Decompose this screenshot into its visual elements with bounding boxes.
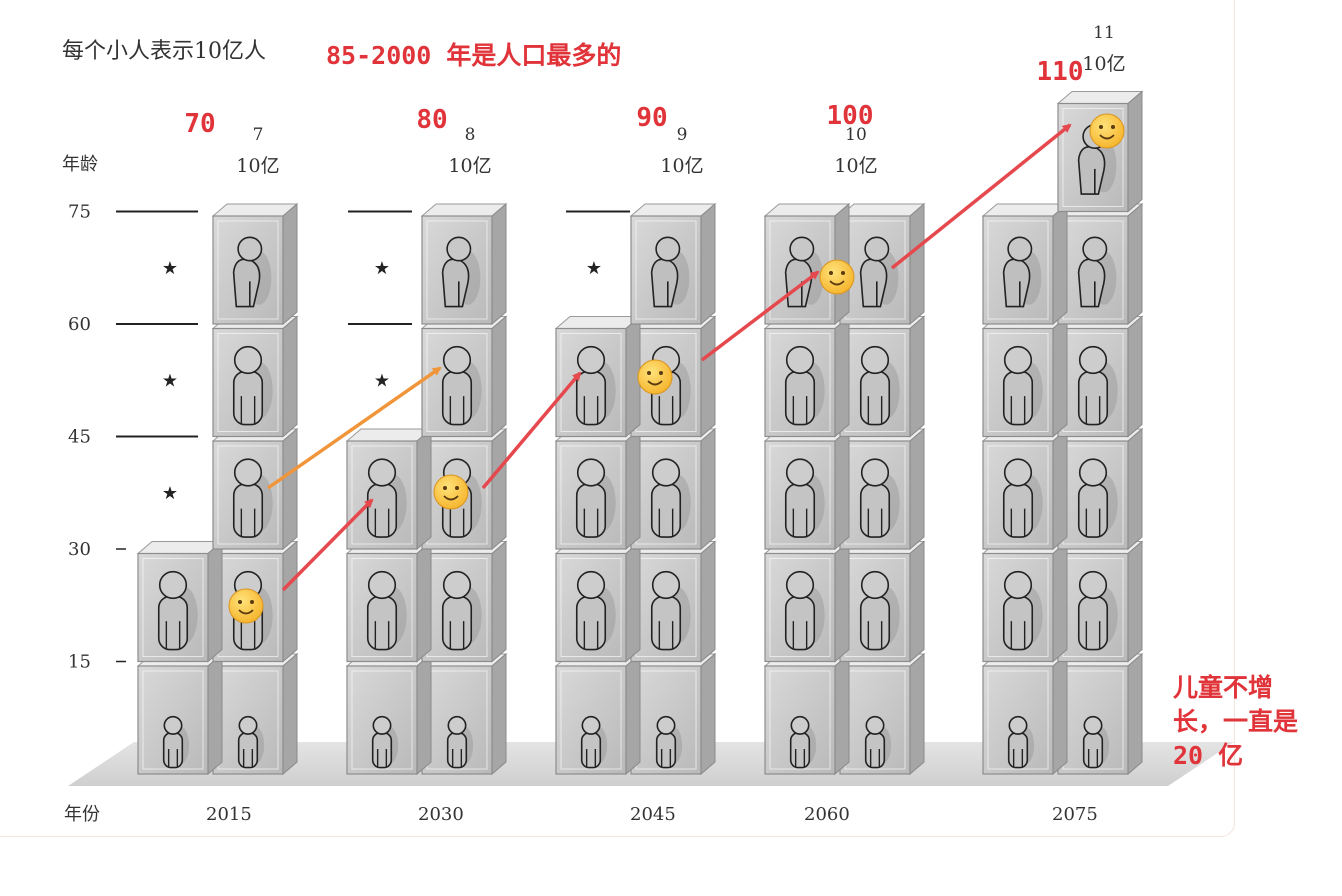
chart-panel: ★ ★ ★ ★ ★ ★ 每个小人表示10亿人 年龄 年份 2015 7 10亿 2030 8 10亿… [0,0,1298,837]
figure-box-2075-band5-0 [1056,90,1144,213]
figure-box-2075-band3-0 [1056,315,1144,438]
figure-box-2030-band2-1 [345,427,433,551]
figure-box-2045-band3-1 [554,315,642,438]
star-marker-2045: ★ [586,258,602,279]
total-unit-2030: 10亿 [448,155,491,177]
children-note-line-1: 长，一直是 [1173,707,1298,736]
year-label-2015: 2015 [206,804,252,825]
total-value-2030: 8 [465,125,476,145]
age-tick-75: 75 [68,202,91,223]
year-label-2045: 2045 [630,804,676,825]
figure-box-2015-band3-0 [211,315,299,438]
figure-box-2045-band4-0 [629,202,717,326]
star-marker-2015-a: ★ [162,483,178,504]
figure-box-2060-band1-0 [838,540,926,663]
figure-box-2030-band1-1 [345,540,433,663]
total-value-2060: 10 [845,125,867,145]
figure-box-2075-band2-1 [981,427,1069,551]
star-marker-2030-a: ★ [374,370,390,391]
figure-box-2075-band3-1 [981,315,1069,438]
age-note-80: 80 [416,105,447,135]
smiley-face-icon-0 [228,588,264,624]
smiley-face-icon-4 [1089,113,1125,149]
total-value-2015: 7 [253,125,264,145]
total-unit-2015: 10亿 [236,155,279,177]
year-label-2060: 2060 [804,804,850,825]
headline-annotation: 85-2000 年是人口最多的 [326,41,621,70]
figure-box-2045-band1-1 [554,540,642,663]
total-unit-2045: 10亿 [660,155,703,177]
total-unit-2075: 10亿 [1082,53,1125,75]
age-note-110: 110 [1037,57,1084,87]
total-unit-2060: 10亿 [834,155,877,177]
age-reference-lines: ★ ★ ★ ★ ★ ★ [116,210,630,663]
smiley-face-icon-3 [819,259,855,295]
figure-box-2060-band0-0 [838,652,926,776]
smiley-face-icon-1 [433,474,469,510]
star-marker-2015-c: ★ [162,258,178,279]
age-tick-30: 30 [68,539,91,560]
figure-box-2060-band0-1 [763,652,851,776]
x-axis-label: 年份 [64,804,100,825]
figure-box-2030-band0-0 [420,652,508,776]
figure-box-2015-band2-0 [211,427,299,551]
age-note-70: 70 [184,109,215,139]
figure-box-2030-band1-0 [420,540,508,663]
age-tick-60: 60 [68,314,91,335]
figure-box-2045-band0-0 [629,652,717,776]
figure-box-2015-band0-1 [136,652,224,776]
figure-box-2045-band0-1 [554,652,642,776]
year-label-2030: 2030 [418,804,464,825]
smiley-face-icon-2 [637,359,673,395]
figure-box-2075-band1-0 [1056,540,1144,663]
figure-box-2060-band2-0 [838,427,926,551]
age-tick-45: 45 [68,427,91,448]
figure-box-2075-band1-1 [981,540,1069,663]
chart-title: 每个小人表示10亿人 [62,39,266,64]
figure-box-2060-band1-1 [763,540,851,663]
figure-box-2045-band1-0 [629,540,717,663]
figure-box-2030-band3-0 [420,315,508,438]
figure-box-2030-band0-1 [345,652,433,776]
figure-box-2045-band2-1 [554,427,642,551]
figure-box-2060-band4-0 [838,202,926,326]
age-tick-15: 15 [68,652,91,673]
figure-box-2045-band2-0 [629,427,717,551]
star-marker-2030-b: ★ [374,258,390,279]
age-note-100: 100 [827,101,874,131]
figure-box-2075-band0-1 [981,652,1069,776]
figure-box-2060-band3-1 [763,315,851,438]
figure-box-2075-band2-0 [1056,427,1144,551]
age-shift-arrow-3 [890,123,1072,270]
figure-box-2015-band4-0 [211,202,299,326]
figure-box-2060-band2-1 [763,427,851,551]
figure-box-2015-band1-1 [136,540,224,663]
population-pictogram-chart: ★ ★ ★ ★ ★ ★ 每个小人表示10亿人 年龄 年份 2015 7 10亿 2030 8 10亿… [62,23,1298,825]
chart-labels: 每个小人表示10亿人 年龄 年份 2015 7 10亿 2030 8 10亿 2045 9 10… [62,23,1126,825]
children-note-line-2: 20 亿 [1173,741,1243,770]
total-value-2045: 9 [677,125,688,145]
figure-box-2075-band0-0 [1056,652,1144,776]
figure-box-2030-band4-0 [420,202,508,326]
y-axis-label: 年龄 [62,154,98,175]
year-label-2075: 2075 [1052,804,1098,825]
population-stacks [136,90,1144,776]
age-shift-arrow-1 [481,371,582,490]
age-shift-arrow-2 [700,270,820,362]
figure-box-2075-band4-1 [981,202,1069,326]
children-note-line-0: 儿童不增 [1173,673,1273,702]
figure-box-2075-band4-0 [1056,202,1144,326]
age-shift-arrow-0 [281,498,374,592]
star-marker-2015-b: ★ [162,370,178,391]
age-note-90: 90 [636,103,667,133]
age-shift-arrow-4 [266,366,442,490]
figure-box-2015-band0-0 [211,652,299,776]
total-value-2075: 11 [1093,23,1115,43]
figure-box-2060-band3-0 [838,315,926,438]
